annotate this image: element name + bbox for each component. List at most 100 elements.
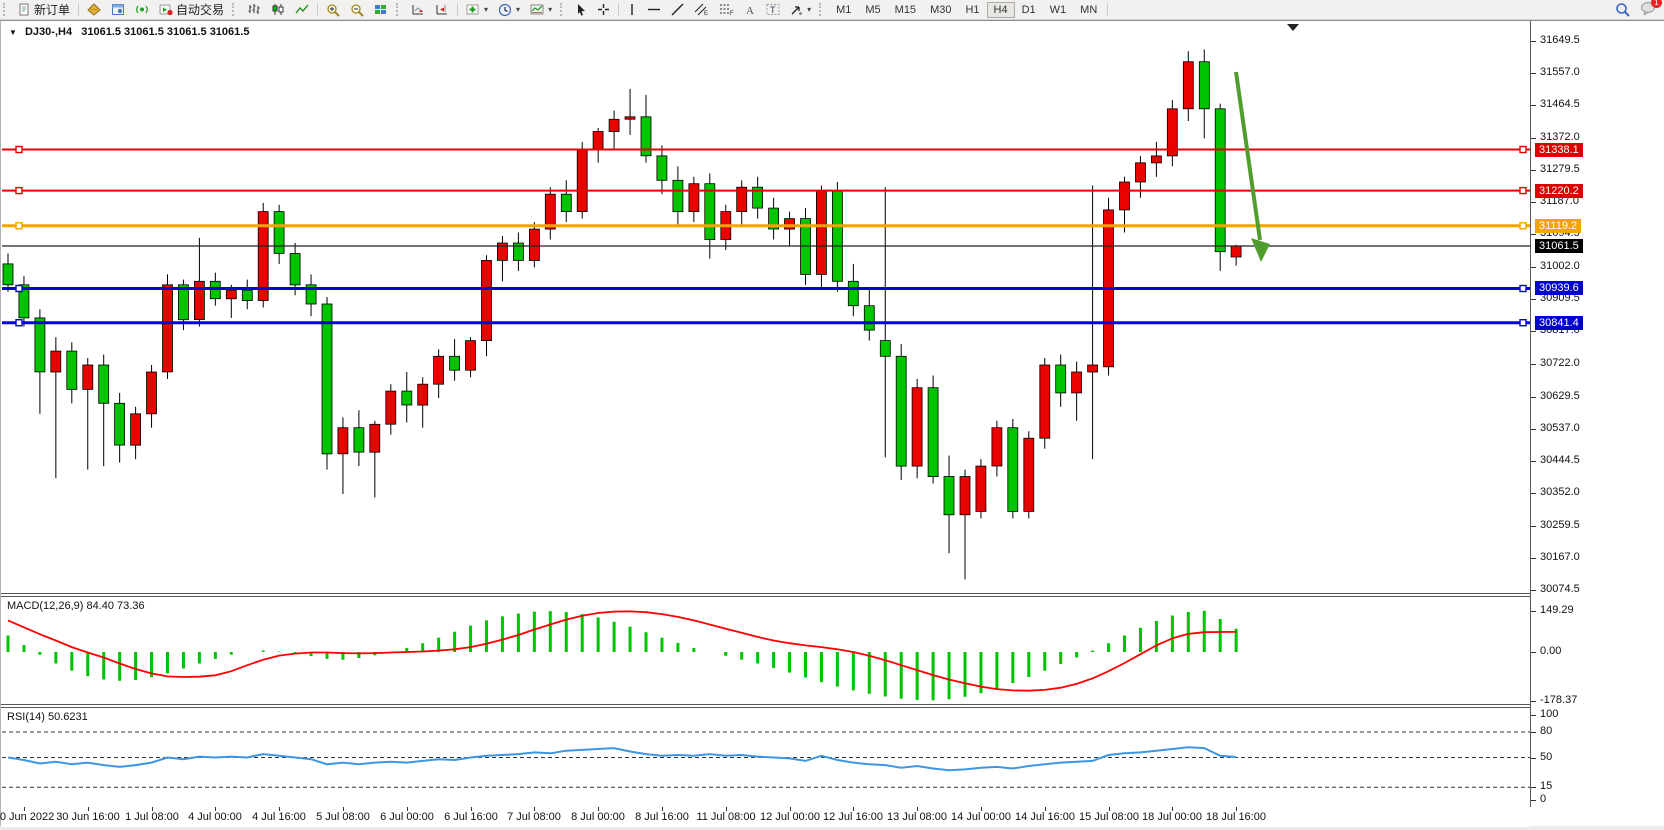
- panel-separator[interactable]: [1, 704, 1530, 705]
- svg-text:A: A: [746, 5, 754, 16]
- price-tick: [1531, 138, 1536, 139]
- time-tick-label: 4 Jul 00:00: [188, 811, 242, 823]
- line-chart-button[interactable]: [290, 1, 314, 18]
- fibonacci-button[interactable]: F: [714, 1, 739, 18]
- timeframe-w1-button[interactable]: W1: [1049, 3, 1067, 16]
- timeframe-h4-button[interactable]: H4: [986, 1, 1015, 18]
- chart-shift-marker[interactable]: [1287, 24, 1299, 31]
- reports-button[interactable]: [106, 1, 130, 18]
- auto-scroll-icon: [411, 3, 425, 16]
- reports-icon: [111, 3, 125, 16]
- text-icon: A: [744, 3, 756, 17]
- price-tick: [1531, 493, 1536, 494]
- tile-windows-button[interactable]: [369, 1, 393, 18]
- time-tick: [981, 807, 982, 811]
- horizontal-line-31220.2[interactable]: [2, 186, 1530, 195]
- toolbar-grip: [3, 3, 10, 16]
- horizontal-line-30939.6[interactable]: [2, 284, 1530, 293]
- panel-separator[interactable]: [1, 593, 1530, 594]
- chart-shift-icon: [435, 3, 449, 16]
- autotrading-button[interactable]: 自动交易: [154, 1, 229, 18]
- deposit-icon: [87, 3, 101, 16]
- annotation-arrow-down[interactable]: [1234, 71, 1270, 262]
- time-tick-label: 14 Jul 16:00: [1015, 811, 1075, 823]
- periods-button[interactable]: ▾: [493, 1, 525, 18]
- new-order-page-icon: [18, 3, 31, 16]
- line-chart-icon: [295, 3, 309, 16]
- price-tick-label: 30074.5: [1540, 583, 1580, 595]
- indicators-dropdown-caret[interactable]: ▾: [484, 5, 489, 14]
- zoom-out-button[interactable]: [345, 1, 369, 18]
- price-badge-30841.4: 30841.4: [1535, 316, 1583, 330]
- text-button[interactable]: A: [739, 1, 761, 18]
- price-axis[interactable]: 31649.5 31557.0 31464.5 31372.0 31279.5 31187…: [1530, 21, 1664, 807]
- indicators-button[interactable]: ▾: [461, 1, 493, 18]
- time-tick: [917, 807, 918, 811]
- time-tick: [790, 807, 791, 811]
- price-tick-label: 30352.0: [1540, 486, 1580, 498]
- chart-collapse-icon[interactable]: ▼: [9, 28, 17, 37]
- fibonacci-icon: F: [719, 3, 734, 17]
- timeframe-m5-button[interactable]: M5: [865, 3, 881, 16]
- signals-icon: [135, 3, 149, 16]
- chart-shift-button[interactable]: [430, 1, 454, 18]
- periods-dropdown-caret[interactable]: ▾: [516, 5, 521, 14]
- timeframe-m1-button[interactable]: M1: [836, 3, 852, 16]
- macd-indicator-label: MACD(12,26,9) 84.40 73.36: [7, 600, 145, 612]
- price-tick: [1531, 202, 1536, 203]
- bar-chart-button[interactable]: [242, 1, 266, 18]
- timeframe-m30-button[interactable]: M30: [930, 3, 952, 16]
- autotrading-label: 自动交易: [176, 3, 225, 17]
- new-order-button[interactable]: 新订单: [13, 1, 75, 18]
- time-tick: [407, 807, 408, 811]
- candlestick-chart-button[interactable]: [266, 1, 290, 18]
- chart-symbol-period: DJ30-,H4: [24, 26, 73, 38]
- templates-button[interactable]: ▾: [525, 1, 557, 18]
- price-tick-label: 30909.5: [1540, 292, 1580, 304]
- deposit-button[interactable]: [82, 1, 106, 18]
- cursor-button[interactable]: [570, 1, 592, 18]
- timeframe-h1-button[interactable]: H1: [965, 3, 980, 16]
- label-button[interactable]: T: [761, 1, 785, 18]
- price-tick-label: 30722.0: [1540, 357, 1580, 369]
- time-tick: [215, 807, 216, 811]
- time-tick-label: 30 Jun 16:00: [56, 811, 120, 823]
- arrows-button[interactable]: ▾: [785, 1, 816, 18]
- price-tick-label: 31279.5: [1540, 163, 1580, 175]
- rsi-tick-label: 80: [1540, 725, 1553, 737]
- price-badge-31220.2: 31220.2: [1535, 184, 1583, 198]
- horizontal-line-button[interactable]: [642, 1, 666, 18]
- search-icon[interactable]: [1615, 2, 1630, 17]
- horizontal-line-31338.1[interactable]: [2, 145, 1530, 154]
- indicators-icon: [466, 3, 480, 16]
- trendline-button[interactable]: [666, 1, 689, 18]
- time-tick: [534, 807, 535, 811]
- horizontal-line-31119.2[interactable]: [2, 222, 1530, 230]
- auto-scroll-button[interactable]: [406, 1, 430, 18]
- timeframe-d1-button[interactable]: D1: [1021, 3, 1036, 16]
- chart-title: ▼ DJ30-,H4 31061.5 31061.5 31061.5 31061…: [9, 26, 249, 38]
- notifications-icon[interactable]: 1: [1640, 0, 1662, 18]
- horizontal-line-30841.4[interactable]: [2, 319, 1530, 327]
- new-order-label: 新订单: [34, 3, 71, 17]
- channel-button[interactable]: E: [689, 1, 714, 18]
- macd-signal-line: [7, 610, 1237, 692]
- price-tick-label: 30167.0: [1540, 551, 1580, 563]
- svg-text:F: F: [730, 11, 734, 16]
- chart-ohlc-values: 31061.5 31061.5 31061.5 31061.5: [81, 26, 250, 38]
- timeframe-m15-button[interactable]: M15: [894, 3, 917, 16]
- timeframe-mn-button[interactable]: MN: [1080, 3, 1098, 16]
- vertical-line-button[interactable]: [622, 1, 642, 18]
- macd-tick: [1531, 701, 1536, 702]
- price-tick: [1531, 429, 1536, 430]
- tile-windows-icon: [374, 3, 388, 16]
- signals-button[interactable]: [130, 1, 154, 18]
- price-tick: [1531, 331, 1536, 332]
- chart-window[interactable]: ▼ DJ30-,H4 31061.5 31061.5 31061.5 31061…: [0, 20, 1664, 827]
- crosshair-button[interactable]: [592, 1, 615, 18]
- templates-dropdown-caret[interactable]: ▾: [548, 5, 553, 14]
- arrows-dropdown-caret[interactable]: ▾: [807, 5, 812, 14]
- zoom-in-button[interactable]: [321, 1, 345, 18]
- price-tick: [1531, 299, 1536, 300]
